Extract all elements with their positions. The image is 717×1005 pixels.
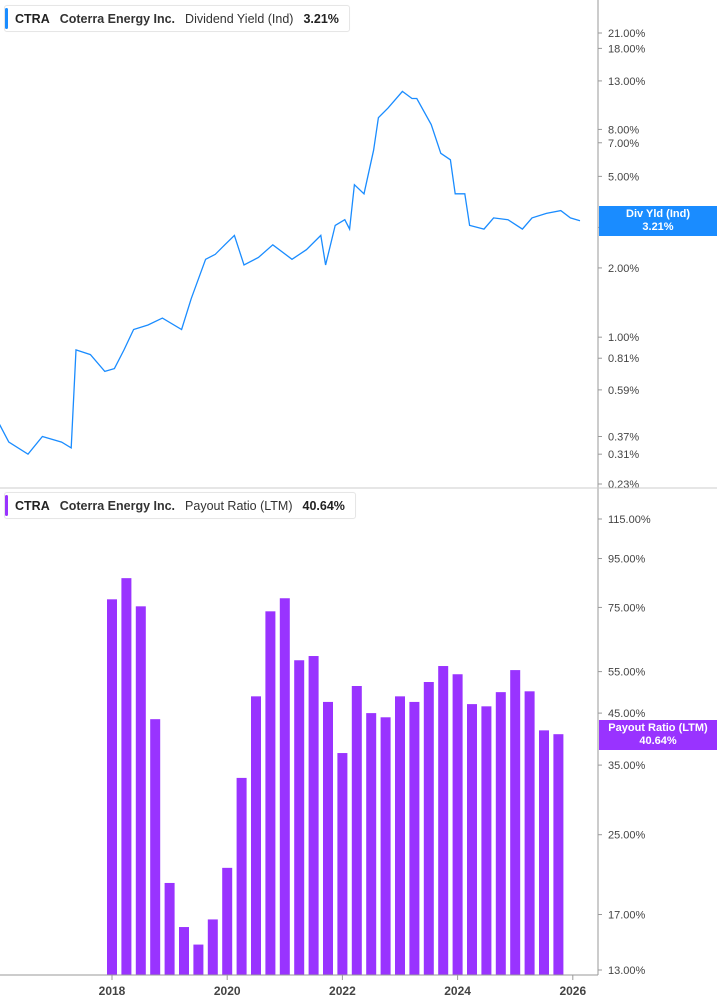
legend-metric: Dividend Yield (Ind) [185,11,294,26]
legend-metric: Payout Ratio (LTM) [185,498,293,513]
y-tick-label: 17.00% [608,910,646,922]
payout-ratio-bar [236,777,247,975]
x-tick-label: 2024 [444,984,471,998]
y-tick-label: 18.00% [608,43,646,55]
payout-ratio-bar [524,691,535,975]
payout-ratio-bar [265,611,276,975]
payout-ratio-bar [380,717,391,975]
legend-company: Coterra Energy Inc. [59,498,176,513]
legend-company: Coterra Energy Inc. [59,11,176,26]
x-tick-label: 2026 [559,984,586,998]
y-tick-label: 55.00% [608,667,646,679]
payout-ratio-bar [337,753,348,975]
payout-ratio-value-tag: Payout Ratio (LTM) 40.64% [599,720,717,750]
dividend-yield-legend: CTRA Coterra Energy Inc. Dividend Yield … [4,5,350,32]
y-tick-label: 95.00% [608,554,646,566]
payout-ratio-bar [294,660,305,975]
y-tick-label: 0.31% [608,449,639,461]
payout-ratio-bar [107,599,117,975]
payout-ratio-bar [423,682,434,975]
payout-ratio-bar [251,696,261,975]
payout-ratio-bar [222,867,233,975]
y-tick-label: 5.00% [608,171,639,183]
payout-ratio-legend: CTRA Coterra Energy Inc. Payout Ratio (L… [4,492,356,519]
payout-ratio-bar [193,944,204,975]
payout-ratio-bar [323,701,333,975]
series-color-marker [5,495,8,516]
y-tick-label: 0.59% [608,385,639,397]
tag-label: Div Yld (Ind) [626,208,690,220]
y-tick-label: 7.00% [608,138,639,150]
payout-ratio-bar [179,927,189,975]
x-tick-label: 2020 [214,984,241,998]
payout-ratio-bar [539,730,549,975]
y-tick-label: 115.00% [608,514,651,526]
tag-value: 40.64% [639,735,677,747]
y-tick-label: 13.00% [608,965,646,977]
dividend-yield-line [0,90,581,456]
y-tick-label: 35.00% [608,760,646,772]
payout-ratio-bar [279,598,290,975]
payout-ratio-bar [164,882,175,975]
y-tick-label: 0.81% [608,353,639,365]
payout-ratio-bar [351,686,362,975]
dividend-yield-value-tag: Div Yld (Ind) 3.21% [599,206,717,236]
y-tick-label: 1.00% [608,332,639,344]
payout-ratio-bar [121,578,132,975]
y-tick-label: 0.37% [608,432,639,444]
y-tick-label: 0.23% [608,479,639,491]
legend-value: 40.64% [302,498,345,513]
dividend-yield-panel: 21.00%18.00%13.00%8.00%7.00%5.00%3.00%2.… [0,28,646,491]
payout-ratio-panel: 115.00% 95.00% 75.00% 55.00% 45.00% 35.00% 25.… [99,514,651,998]
payout-ratio-bar [553,734,564,975]
y-tick-label: 25.00% [608,830,646,842]
y-tick-label: 75.00% [608,602,646,614]
payout-ratio-bar [135,606,146,975]
payout-ratio-bar [366,713,377,975]
payout-ratio-bar [510,670,521,975]
y-tick-label: 13.00% [608,76,646,88]
y-tick-label: 8.00% [608,124,639,136]
legend-ticker: CTRA [15,11,50,26]
x-tick-label: 2018 [99,984,126,998]
payout-ratio-bar [495,692,506,975]
tag-value: 3.21% [642,221,674,233]
y-tick-label: 2.00% [608,263,639,275]
payout-ratio-bar [395,696,405,975]
legend-value: 3.21% [303,11,339,26]
y-tick-label: 45.00% [608,708,646,720]
payout-ratio-bar [467,704,477,975]
payout-ratio-bar [481,706,492,975]
payout-ratio-bar [409,701,420,975]
payout-ratio-bar [438,666,449,975]
x-tick-label: 2022 [329,984,356,998]
payout-ratio-bar [150,719,161,975]
payout-ratio-bar [308,656,319,975]
legend-ticker: CTRA [15,498,50,513]
payout-ratio-bar [207,919,218,975]
series-color-marker [5,8,8,29]
y-tick-label: 21.00% [608,28,646,40]
payout-ratio-bar [452,674,463,975]
tag-label: Payout Ratio (LTM) [608,722,708,734]
